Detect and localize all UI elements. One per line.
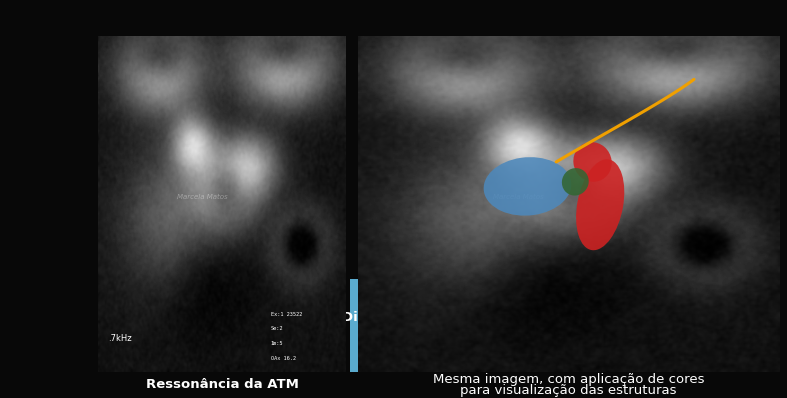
Text: Ressonância da ATM: Ressonância da ATM bbox=[146, 378, 299, 390]
Text: para visualização das estruturas: para visualização das estruturas bbox=[460, 384, 677, 397]
Text: .7kHz: .7kHz bbox=[109, 334, 132, 343]
FancyBboxPatch shape bbox=[488, 279, 641, 372]
Text: Disco (ainda mais)
deslocado: Disco (ainda mais) deslocado bbox=[342, 311, 481, 339]
Ellipse shape bbox=[576, 159, 624, 250]
Ellipse shape bbox=[562, 168, 589, 195]
FancyBboxPatch shape bbox=[350, 279, 472, 372]
Ellipse shape bbox=[574, 142, 611, 182]
Text: Marcela Matos: Marcela Matos bbox=[177, 194, 227, 200]
Ellipse shape bbox=[484, 157, 571, 216]
Text: Mesma imagem, com aplicação de cores: Mesma imagem, com aplicação de cores bbox=[433, 373, 704, 386]
Text: Marcela Matos: Marcela Matos bbox=[493, 194, 543, 200]
Text: Côndilo com acentuada
reabsorção (degeneração): Côndilo com acentuada reabsorção (degene… bbox=[466, 311, 663, 339]
